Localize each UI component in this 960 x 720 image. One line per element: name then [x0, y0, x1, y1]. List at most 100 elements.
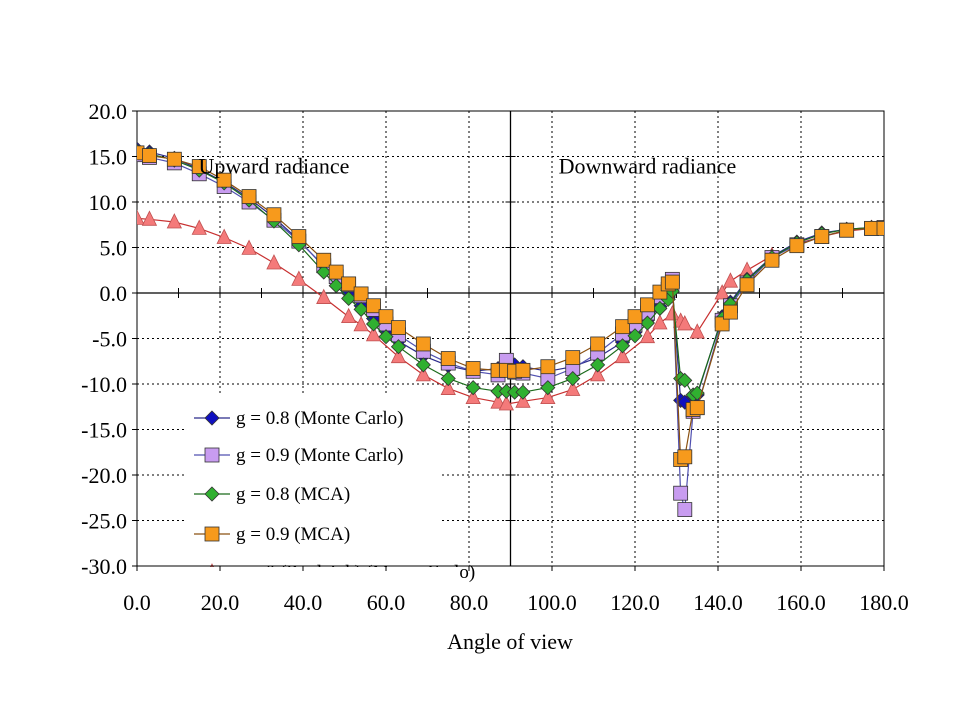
- data-point: [291, 270, 307, 286]
- data-point: [415, 357, 431, 373]
- data-point: [615, 319, 630, 335]
- data-point: [540, 359, 556, 375]
- y-tick-label: -20.0: [81, 463, 127, 488]
- x-tick-label: 180.0: [859, 590, 909, 615]
- data-point: [440, 351, 456, 366]
- data-point: [216, 228, 232, 244]
- data-point: [639, 315, 656, 331]
- x-tick-label: 100.0: [527, 590, 577, 615]
- legend-item: g = 0.8 (Monte Carlo): [194, 408, 403, 429]
- data-point: [241, 239, 257, 255]
- series-3: [137, 145, 884, 467]
- data-point: [723, 304, 738, 320]
- data-point: [515, 384, 531, 400]
- data-point: [166, 213, 182, 229]
- data-point: [316, 288, 332, 304]
- data-point: [640, 297, 655, 313]
- data-point: [714, 316, 730, 332]
- data-point: [353, 286, 369, 302]
- data-point: [341, 307, 357, 324]
- x-tick-label: 80.0: [450, 590, 489, 615]
- tick-labels: 20.0 15.0 10.0 5.0 0.0 -5.0 -10.0 -15.0 -20.0 -25…: [81, 99, 909, 615]
- legend-marker: [204, 447, 220, 463]
- x-axis-title: Angle of view: [447, 629, 573, 654]
- data-point: [378, 329, 394, 345]
- data-series: [137, 141, 884, 517]
- data-point: [664, 305, 680, 321]
- annotations: Upward radiance Downward radiance: [199, 154, 737, 179]
- data-point: [677, 372, 693, 388]
- data-point: [390, 347, 407, 364]
- y-tick-label: 20.0: [89, 99, 128, 124]
- annotation-label: Upward radiance: [199, 154, 350, 179]
- data-point: [291, 229, 307, 244]
- legend-label: g = 0.9 (Monte Carlo): [236, 445, 403, 466]
- data-point: [839, 222, 855, 238]
- data-point: [391, 320, 406, 335]
- data-point: [328, 264, 344, 280]
- data-point: [266, 207, 282, 223]
- data-point: [490, 393, 506, 409]
- data-point: [689, 400, 705, 416]
- data-point: [415, 336, 431, 352]
- legend-label: g = 0.8 (Monte Carlo): [236, 408, 403, 429]
- data-point: [627, 328, 643, 344]
- data-point: [341, 276, 357, 292]
- data-point: [440, 370, 456, 387]
- data-point: [365, 316, 382, 332]
- legend-box: [186, 396, 440, 566]
- legend-marker: [204, 410, 220, 426]
- y-tick-label: -10.0: [81, 372, 127, 397]
- x-tick-label: 140.0: [693, 590, 743, 615]
- y-tick-label: 10.0: [89, 190, 128, 215]
- data-point: [241, 189, 257, 204]
- y-tick-label: -15.0: [81, 418, 127, 443]
- data-point: [689, 323, 705, 339]
- y-tick-label: 5.0: [100, 236, 128, 261]
- data-point: [652, 314, 668, 330]
- data-point: [137, 209, 145, 225]
- legend: g = 0.8 (Monte Carlo) g = 0.9 (Monte Carl…: [136, 396, 885, 589]
- legend-marker: [204, 486, 220, 502]
- data-point: [498, 395, 514, 411]
- legend-marker: [204, 526, 220, 542]
- data-point: [664, 274, 680, 290]
- data-point: [722, 272, 739, 288]
- x-tick-label: 60.0: [367, 590, 406, 615]
- data-point: [216, 172, 232, 188]
- data-point: [739, 277, 755, 293]
- x-tick-label: 20.0: [201, 590, 240, 615]
- data-point: [316, 252, 332, 268]
- data-point: [142, 148, 157, 163]
- data-point: [440, 379, 456, 395]
- data-point: [789, 238, 805, 254]
- data-point: [141, 210, 158, 226]
- data-point: [465, 388, 481, 405]
- y-tick-label: -25.0: [81, 509, 127, 534]
- data-point: [652, 300, 668, 317]
- data-point: [465, 361, 481, 376]
- data-point: [390, 339, 407, 355]
- data-point: [565, 370, 581, 387]
- legend-item: g = 0.8 (MCA): [194, 484, 350, 505]
- data-point: [415, 366, 431, 382]
- x-tick-label: 120.0: [610, 590, 660, 615]
- data-point: [191, 159, 207, 174]
- data-point: [677, 502, 693, 517]
- data-point: [590, 366, 606, 382]
- y-tick-label: 15.0: [89, 145, 128, 170]
- data-point: [764, 252, 780, 268]
- y-tick-label: -5.0: [92, 327, 127, 352]
- data-point: [515, 392, 531, 408]
- x-tick-label: 160.0: [776, 590, 826, 615]
- legend-item: g = 0.9 (Monte Carlo): [194, 445, 403, 466]
- data-point: [137, 145, 145, 161]
- data-point: [465, 380, 481, 396]
- data-point: [353, 301, 369, 317]
- data-point: [378, 309, 394, 325]
- data-point: [565, 380, 581, 396]
- y-tick-label: -30.0: [81, 554, 127, 579]
- data-point: [191, 219, 207, 235]
- data-point: [540, 380, 556, 396]
